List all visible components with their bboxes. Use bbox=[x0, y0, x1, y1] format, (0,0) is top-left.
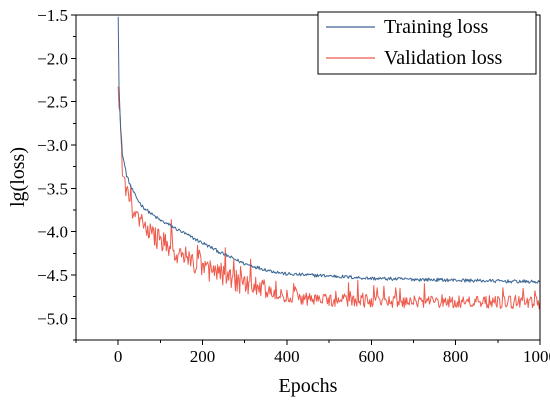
x-axis: 0 200 400 600 800 1000 bbox=[75, 340, 550, 366]
x-axis-title: Epochs bbox=[279, 375, 338, 397]
series-line-training bbox=[117, 16, 541, 284]
y-tick-label: −4.0 bbox=[37, 223, 68, 242]
x-tick-label: 600 bbox=[359, 347, 385, 366]
x-tick-label: 1000 bbox=[523, 347, 550, 366]
legend: Training loss Validation loss bbox=[317, 11, 537, 75]
y-tick-label: −3.5 bbox=[37, 179, 68, 198]
x-tick-label: 800 bbox=[443, 347, 469, 366]
legend-label-training: Training loss bbox=[384, 16, 489, 38]
series-line-validation bbox=[117, 86, 541, 310]
y-tick-label: −2.0 bbox=[37, 49, 68, 68]
y-tick-label: −3.0 bbox=[37, 136, 68, 155]
y-tick-label: −1.5 bbox=[37, 6, 68, 25]
plot-frame bbox=[75, 14, 541, 341]
legend-label-validation: Validation loss bbox=[384, 47, 503, 69]
y-tick-label: −4.5 bbox=[37, 266, 68, 285]
y-axis-title: lg(loss) bbox=[7, 147, 29, 207]
y-tick-label: −5.0 bbox=[37, 309, 68, 328]
y-axis: −1.5 −2.0 −2.5 −3.0 −3.5 −4.0 −4.5 −5.0 bbox=[37, 6, 76, 341]
plot-lines bbox=[117, 16, 541, 310]
x-tick-label: 200 bbox=[190, 347, 216, 366]
x-tick-label: 400 bbox=[274, 347, 300, 366]
y-tick-label: −2.5 bbox=[37, 93, 68, 112]
x-tick-label: 0 bbox=[114, 347, 123, 366]
legend-box bbox=[317, 11, 537, 75]
